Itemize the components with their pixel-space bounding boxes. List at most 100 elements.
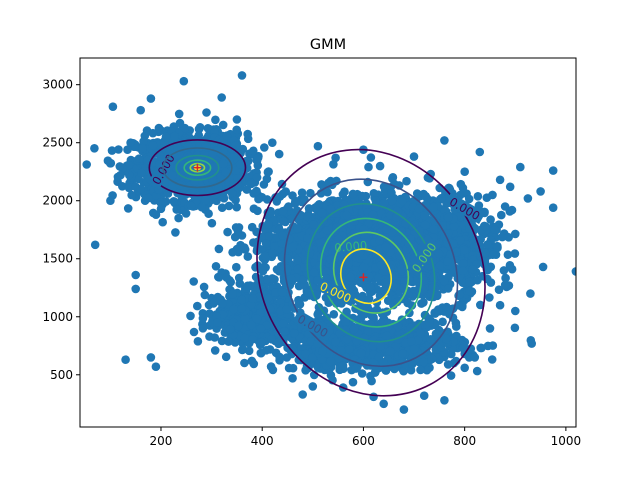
data-point [252,186,261,196]
chart-title: GMM [310,37,346,53]
data-point [148,141,158,150]
data-point [204,209,213,218]
data-point [428,273,438,282]
data-point [403,298,412,308]
data-point [304,288,313,297]
data-point [399,366,408,376]
data-point [124,183,134,193]
data-point [266,209,275,218]
data-point [217,336,227,346]
data-point [297,188,307,197]
data-point [439,277,449,286]
data-point [505,261,515,270]
data-point [178,160,188,169]
data-point [123,145,132,154]
data-point [358,191,367,201]
data-point [134,154,144,163]
data-point [503,250,513,259]
data-point [251,263,260,272]
data-point [235,160,245,169]
data-point [393,235,403,245]
data-point [485,293,494,302]
data-point [214,244,224,254]
data-point [315,261,325,270]
data-point [309,220,318,229]
data-point [465,277,474,287]
data-point [170,131,179,141]
data-point [415,226,424,236]
data-point [443,284,453,293]
data-point [483,240,493,249]
data-point [354,200,364,210]
data-point [240,243,249,252]
data-point [306,188,315,198]
data-point [192,140,202,149]
data-point [293,264,303,274]
data-point [201,195,211,205]
data-point [342,210,351,220]
data-point [169,197,178,206]
data-point [374,273,383,283]
data-point [270,288,280,297]
data-point [510,323,520,333]
data-point [174,213,183,223]
data-point [411,277,421,286]
data-point [207,218,217,228]
data-point [459,259,468,268]
data-point [240,358,249,368]
data-point [438,317,447,327]
data-point [278,288,288,297]
data-point [168,171,177,180]
data-point [387,196,397,206]
data-point [247,222,257,232]
data-point [254,194,263,204]
data-point [217,299,227,309]
data-point [247,320,256,330]
data-point [458,183,468,193]
data-point [397,264,406,274]
data-point [476,234,486,244]
data-point [231,166,241,176]
data-point [253,206,262,216]
data-point [473,192,483,201]
data-point [137,168,146,178]
data-point [209,162,218,172]
data-point [332,222,341,232]
data-point [329,310,339,319]
data-point [288,242,298,252]
data-point [317,208,327,218]
data-point [186,311,195,321]
data-point [82,160,91,169]
data-point [278,206,288,216]
data-point [237,304,247,313]
data-point [420,211,429,220]
data-point [409,241,419,250]
data-point [414,204,424,214]
data-point [172,205,181,214]
data-point [474,201,484,210]
data-point [511,229,520,239]
data-point [282,305,292,314]
data-point [210,297,219,307]
data-point [264,232,274,241]
data-point [398,196,407,206]
data-point [323,187,332,197]
data-point [263,167,273,177]
data-point [114,145,123,154]
data-point [199,282,209,292]
data-point [221,167,230,177]
data-point [481,222,490,231]
data-point [218,120,228,130]
data-point [123,204,133,213]
data-point [444,213,453,222]
data-point [171,228,180,237]
data-point [375,161,385,171]
data-point [238,144,248,154]
data-point [249,146,258,156]
data-point [501,273,510,283]
data-point [198,314,208,323]
data-point [322,267,331,277]
data-point [429,224,439,234]
data-point [253,153,263,163]
data-point [217,203,227,212]
